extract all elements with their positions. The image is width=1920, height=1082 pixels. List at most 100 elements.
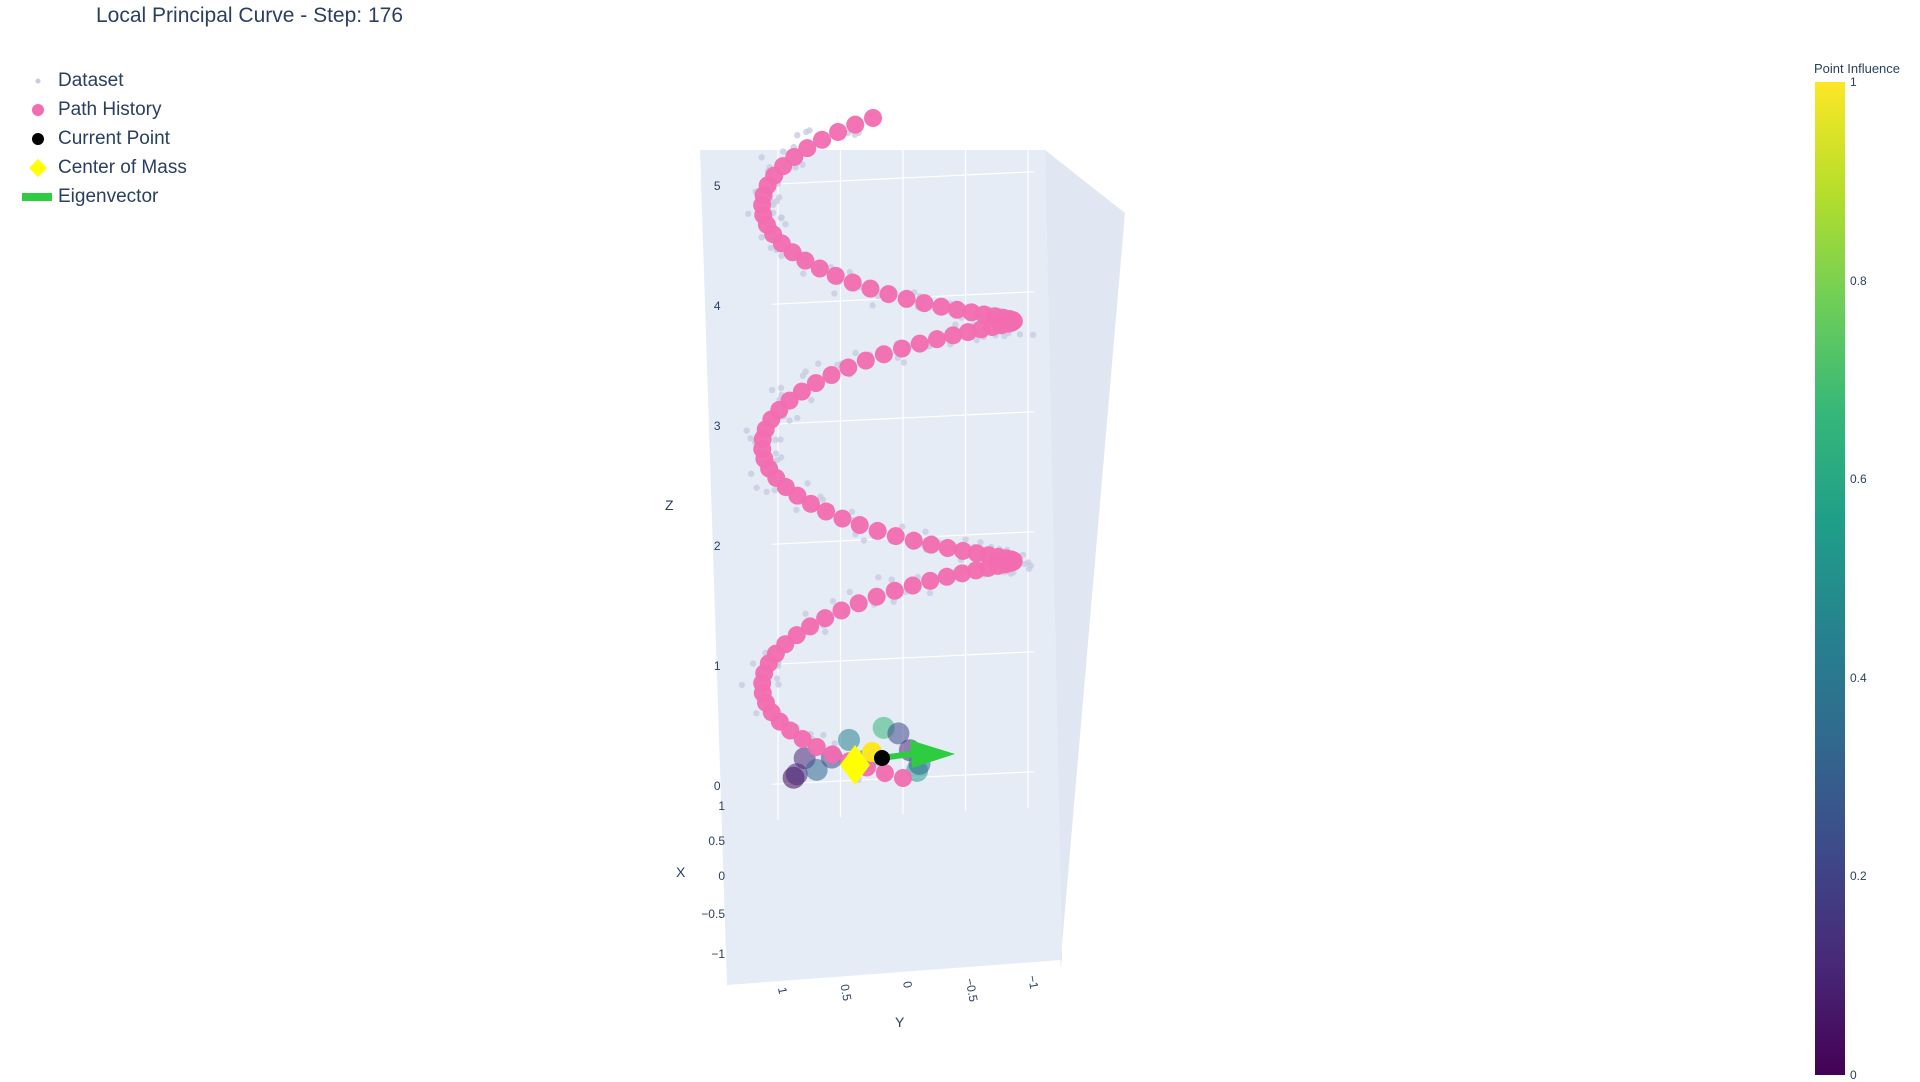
path-point [953,564,972,583]
dataset-point [922,528,929,535]
dataset-point [777,436,784,443]
dataset-point [888,576,895,583]
path-point [796,251,815,270]
z-tick-label: 4 [714,299,721,313]
dataset-point [1016,331,1024,338]
legend-item-dataset[interactable]: Dataset [22,66,187,95]
path-point [826,266,845,285]
path-point [816,609,835,628]
dataset-point [831,740,838,747]
dataset-point [753,484,760,491]
dataset-point [804,480,811,487]
path-point [885,581,904,600]
x-tick-label: −0.5 [701,907,725,921]
path-point [903,576,922,595]
legend-item-center-of-mass[interactable]: Center of Mass [22,153,187,182]
dataset-point [775,681,782,688]
path-history-circle-icon [22,100,54,120]
path-point [829,122,848,141]
path-point [849,594,868,613]
path-point [839,358,858,377]
path-point [856,351,875,370]
path-point [904,531,923,550]
path-point [807,737,826,756]
path-point [810,259,829,278]
dataset-point [1025,565,1033,572]
dataset-point [758,233,765,241]
path-point [867,587,886,606]
influence-point [887,722,910,745]
z-tick-label: 1 [714,659,721,673]
dataset-point [802,368,809,375]
path-point [813,130,832,149]
z-tick-label: 2 [714,539,721,553]
x-tick-label: 0.5 [708,834,725,848]
dataset-point [778,252,785,260]
dataset-point [1029,331,1037,339]
path-point [910,334,929,353]
dataset-point [748,470,755,477]
path-point [962,303,981,322]
colorbar-tick: 0.6 [1850,472,1867,486]
dataset-point [852,349,859,357]
dataset-point [749,660,757,667]
influence-point [838,728,860,751]
dataset-point [777,384,785,392]
legend-item-path-history[interactable]: Path History [22,95,187,124]
legend-item-eigenvector[interactable]: Eigenvector [22,182,187,211]
dataset-point [773,675,781,682]
path-point [922,535,941,554]
path-point [822,366,841,385]
dataset-point [771,486,778,494]
dataset-point [747,435,754,442]
dataset-point [782,220,789,228]
path-point [832,601,851,620]
legend-label: Center of Mass [58,156,187,178]
dataset-point [898,523,906,530]
y-axis-label: Y [895,1014,905,1030]
colorbar-tick: 0.4 [1850,671,1867,685]
dataset-point [768,386,776,394]
path-point [948,300,967,319]
dataset-point [758,154,765,161]
path-point [937,567,956,586]
path-history-points [753,109,1023,787]
dataset-point [834,361,841,369]
influence-point [805,758,828,781]
legend-item-current-point[interactable]: Current Point [22,124,187,153]
dataset-point [890,598,897,605]
legend-label: Eigenvector [58,185,159,207]
z-tick-label: 3 [714,419,721,433]
path-point [850,516,869,535]
path-point [846,115,865,134]
legend-label: Current Point [58,127,170,149]
z-tick-label: 5 [714,179,721,193]
axis-labels: Z X Y [665,497,905,1030]
dataset-point [753,710,760,717]
dataset-point [802,610,809,617]
dataset-point [808,396,815,404]
dataset-point [973,336,980,344]
axis-tick-labels: 5 4 3 2 1 0 1 0.5 0 −0.5 −1 1 0.5 0 −0.5 −1 [701,179,1041,1003]
path-point [967,544,986,563]
dataset-point [799,161,806,168]
colorbar-title: Point Influence [1814,61,1901,76]
colorbar-tick: 1 [1850,75,1857,89]
dataset-dot-icon [22,71,54,91]
path-point [874,345,893,364]
colorbar-tick: 0 [1850,1068,1857,1082]
path-point [787,626,806,645]
dataset-point [831,290,838,297]
legend-label: Dataset [58,69,124,91]
path-point [792,382,811,401]
x-tick-label: 0 [718,869,725,883]
x-tick-label: −1 [711,947,725,961]
x-axis-label: X [676,864,686,880]
path-point [868,521,887,540]
path-point [915,294,934,313]
path-point [886,527,905,546]
dataset-point [793,506,800,514]
z-tick-label: 0 [714,779,721,793]
legend[interactable]: Dataset Path History Current Point Cente… [22,66,187,211]
